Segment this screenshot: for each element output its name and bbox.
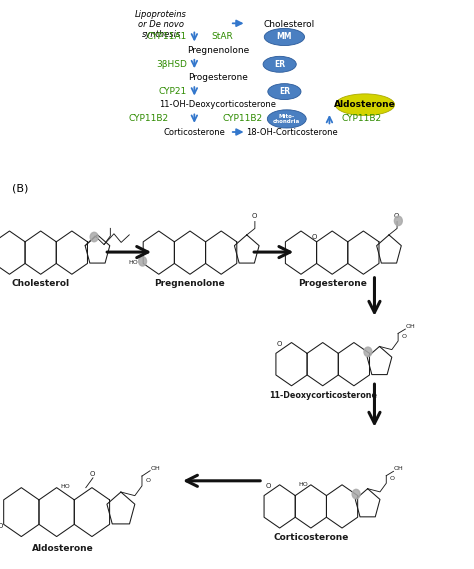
Circle shape xyxy=(90,232,98,242)
Text: OH: OH xyxy=(151,466,161,471)
Text: synthesis: synthesis xyxy=(141,30,181,39)
Text: O: O xyxy=(402,334,407,339)
Text: Lipoproteins: Lipoproteins xyxy=(135,10,187,19)
Text: ER: ER xyxy=(279,87,290,96)
Text: Cholesterol: Cholesterol xyxy=(263,20,314,29)
Ellipse shape xyxy=(336,94,394,116)
Text: CYP11B2: CYP11B2 xyxy=(223,114,263,123)
Text: CYP11A1: CYP11A1 xyxy=(147,32,187,42)
Text: Aldosterone: Aldosterone xyxy=(32,545,94,553)
Text: O: O xyxy=(390,476,395,481)
Text: Pregnenolone: Pregnenolone xyxy=(187,46,249,55)
Text: 18-OH-Corticosterone: 18-OH-Corticosterone xyxy=(246,127,338,137)
Text: 11-Deoxycorticosterone: 11-Deoxycorticosterone xyxy=(269,391,377,400)
Circle shape xyxy=(138,257,146,266)
Text: Progesterone: Progesterone xyxy=(298,279,366,288)
Text: O: O xyxy=(277,341,283,347)
Ellipse shape xyxy=(268,84,301,100)
Text: Progesterone: Progesterone xyxy=(188,73,248,82)
Text: O: O xyxy=(265,483,271,489)
Text: Mito-
chondria: Mito- chondria xyxy=(273,114,301,124)
Text: MM: MM xyxy=(277,32,292,42)
Text: ER: ER xyxy=(274,60,285,69)
Text: O: O xyxy=(146,478,151,483)
Text: OH: OH xyxy=(406,324,416,329)
Text: Aldosterone: Aldosterone xyxy=(334,100,396,109)
Ellipse shape xyxy=(263,56,296,72)
Text: 3βHSD: 3βHSD xyxy=(156,60,187,69)
Text: (B): (B) xyxy=(12,183,28,193)
Text: CYP11B2: CYP11B2 xyxy=(128,114,168,123)
Text: HO: HO xyxy=(61,484,71,489)
Text: Corticosterone: Corticosterone xyxy=(273,533,348,542)
Text: CYP11B2: CYP11B2 xyxy=(341,114,382,123)
Text: O: O xyxy=(251,213,256,219)
Text: CYP21: CYP21 xyxy=(159,87,187,96)
Text: O: O xyxy=(89,471,95,477)
Text: O: O xyxy=(312,234,317,240)
Text: OH: OH xyxy=(394,466,404,471)
Text: HO: HO xyxy=(299,482,309,487)
Circle shape xyxy=(394,216,402,226)
Circle shape xyxy=(352,489,360,499)
Ellipse shape xyxy=(264,28,304,46)
Text: O: O xyxy=(0,523,3,529)
Text: HO: HO xyxy=(129,259,138,265)
Text: O: O xyxy=(393,213,399,219)
Ellipse shape xyxy=(267,110,306,128)
Text: Corticosterone: Corticosterone xyxy=(164,127,226,137)
Circle shape xyxy=(364,347,372,357)
Text: 11-OH-Deoxycorticosterone: 11-OH-Deoxycorticosterone xyxy=(160,100,276,109)
Text: StAR: StAR xyxy=(211,32,233,42)
Text: Cholesterol: Cholesterol xyxy=(12,279,70,288)
Text: Pregnenolone: Pregnenolone xyxy=(155,279,225,288)
Text: or De novo: or De novo xyxy=(138,20,184,29)
